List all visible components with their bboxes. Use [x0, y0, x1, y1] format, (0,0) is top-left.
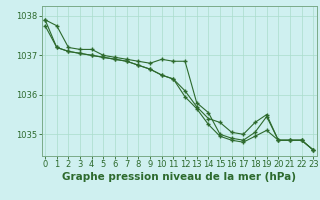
X-axis label: Graphe pression niveau de la mer (hPa): Graphe pression niveau de la mer (hPa) — [62, 172, 296, 182]
